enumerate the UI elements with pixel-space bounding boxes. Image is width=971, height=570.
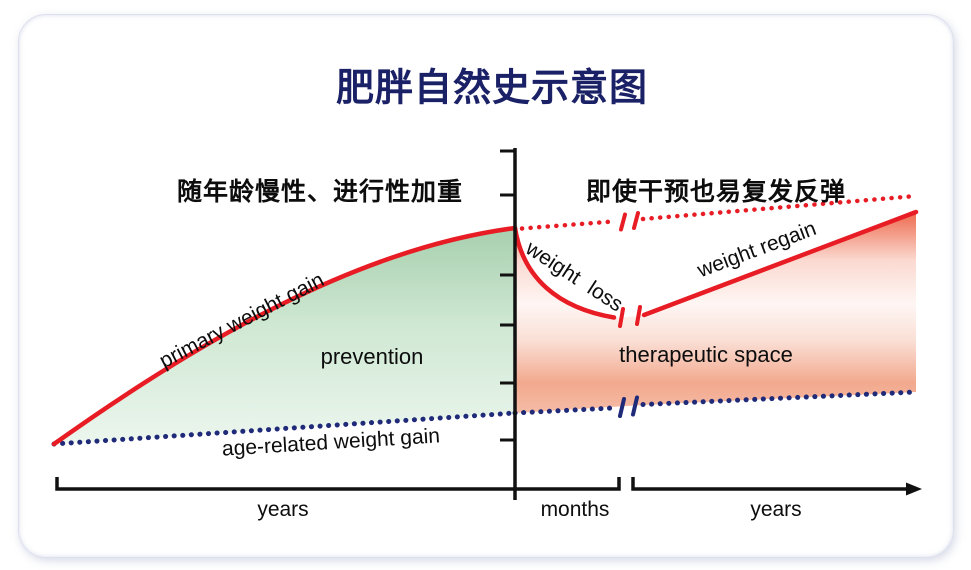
relapse-dotted-line (519, 193, 919, 231)
x-axis-left-segment (55, 477, 621, 491)
axis-label-years-right: years (750, 498, 802, 521)
red-break-marks-bottom (618, 305, 642, 328)
axis-label-years-left: years (257, 498, 309, 521)
x-axis-arrowhead (906, 482, 922, 496)
age-related-dotted-line-right (512, 389, 919, 416)
primary-weight-gain-curve (51, 225, 518, 447)
x-axis-right-segment (631, 477, 906, 491)
left-heading: 随年龄慢性、进行性加重 (176, 178, 464, 206)
vertical-axis-ticks (500, 149, 515, 442)
right-heading: 即使干预也易复发反弹 (585, 178, 847, 206)
navy-break-marks (618, 395, 639, 418)
axis-label-months: months (540, 498, 610, 521)
age-related-dotted-line-left (51, 410, 518, 447)
therapeutic-space-area (515, 212, 916, 413)
page-title: 肥胖自然史示意图 (335, 67, 649, 110)
weight-regain-line (641, 209, 919, 318)
prevention-area (54, 228, 515, 444)
red-break-marks-top (619, 211, 640, 232)
therapeutic-space-label: therapeutic space (619, 342, 793, 367)
prevention-label: prevention (320, 344, 424, 369)
weight-loss-curve (512, 225, 617, 320)
